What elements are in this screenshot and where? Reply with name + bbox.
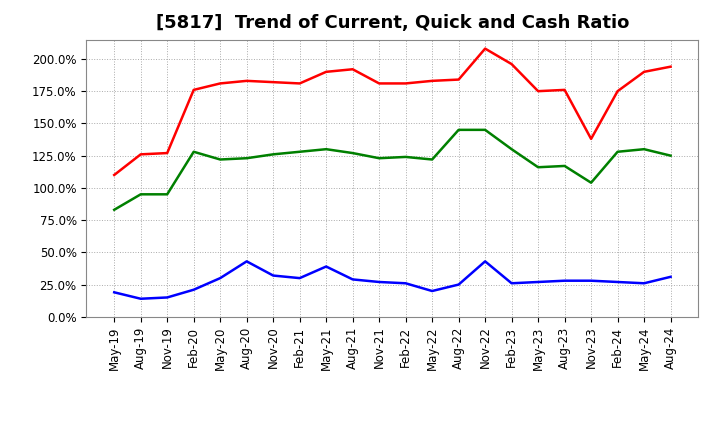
- Current Ratio: [110, 172, 119, 178]
- Cash Ratio: [243, 259, 251, 264]
- Current Ratio: [454, 77, 463, 82]
- Quick Ratio: [348, 150, 357, 156]
- Quick Ratio: [560, 163, 569, 169]
- Cash Ratio: [613, 279, 622, 285]
- Current Ratio: [613, 88, 622, 94]
- Cash Ratio: [295, 275, 304, 281]
- Quick Ratio: [189, 149, 198, 154]
- Current Ratio: [295, 81, 304, 86]
- Current Ratio: [640, 69, 649, 74]
- Current Ratio: [666, 64, 675, 70]
- Line: Current Ratio: Current Ratio: [114, 49, 670, 175]
- Cash Ratio: [216, 275, 225, 281]
- Line: Quick Ratio: Quick Ratio: [114, 130, 670, 210]
- Cash Ratio: [269, 273, 277, 278]
- Current Ratio: [560, 87, 569, 92]
- Current Ratio: [375, 81, 384, 86]
- Current Ratio: [534, 88, 542, 94]
- Quick Ratio: [295, 149, 304, 154]
- Quick Ratio: [666, 153, 675, 158]
- Quick Ratio: [587, 180, 595, 185]
- Current Ratio: [428, 78, 436, 84]
- Quick Ratio: [136, 192, 145, 197]
- Cash Ratio: [136, 296, 145, 301]
- Current Ratio: [136, 152, 145, 157]
- Quick Ratio: [640, 147, 649, 152]
- Current Ratio: [189, 87, 198, 92]
- Cash Ratio: [508, 281, 516, 286]
- Title: [5817]  Trend of Current, Quick and Cash Ratio: [5817] Trend of Current, Quick and Cash …: [156, 15, 629, 33]
- Cash Ratio: [401, 281, 410, 286]
- Quick Ratio: [534, 165, 542, 170]
- Current Ratio: [243, 78, 251, 84]
- Quick Ratio: [269, 152, 277, 157]
- Current Ratio: [508, 62, 516, 67]
- Current Ratio: [481, 46, 490, 51]
- Cash Ratio: [587, 278, 595, 283]
- Cash Ratio: [481, 259, 490, 264]
- Quick Ratio: [508, 147, 516, 152]
- Current Ratio: [269, 80, 277, 85]
- Cash Ratio: [110, 290, 119, 295]
- Quick Ratio: [454, 127, 463, 132]
- Cash Ratio: [666, 274, 675, 279]
- Current Ratio: [348, 66, 357, 72]
- Current Ratio: [587, 136, 595, 142]
- Quick Ratio: [322, 147, 330, 152]
- Cash Ratio: [348, 277, 357, 282]
- Quick Ratio: [243, 156, 251, 161]
- Line: Cash Ratio: Cash Ratio: [114, 261, 670, 299]
- Cash Ratio: [375, 279, 384, 285]
- Quick Ratio: [375, 156, 384, 161]
- Cash Ratio: [640, 281, 649, 286]
- Current Ratio: [163, 150, 171, 156]
- Quick Ratio: [110, 207, 119, 213]
- Quick Ratio: [428, 157, 436, 162]
- Cash Ratio: [322, 264, 330, 269]
- Quick Ratio: [163, 192, 171, 197]
- Current Ratio: [322, 69, 330, 74]
- Cash Ratio: [534, 279, 542, 285]
- Quick Ratio: [613, 149, 622, 154]
- Cash Ratio: [454, 282, 463, 287]
- Current Ratio: [216, 81, 225, 86]
- Current Ratio: [401, 81, 410, 86]
- Quick Ratio: [216, 157, 225, 162]
- Cash Ratio: [560, 278, 569, 283]
- Cash Ratio: [428, 288, 436, 293]
- Cash Ratio: [163, 295, 171, 300]
- Cash Ratio: [189, 287, 198, 292]
- Quick Ratio: [481, 127, 490, 132]
- Quick Ratio: [401, 154, 410, 160]
